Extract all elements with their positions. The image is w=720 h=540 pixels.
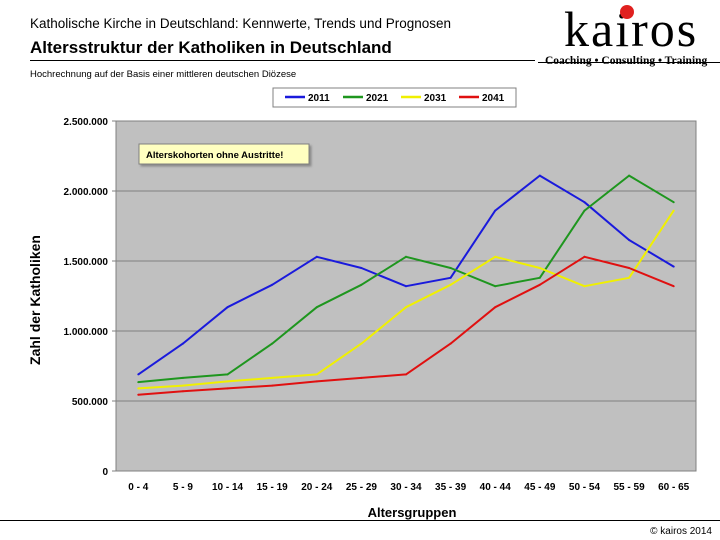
annotation-box	[138, 143, 310, 165]
logo-dot-icon	[620, 5, 634, 19]
data-point-2011	[583, 201, 586, 204]
data-point-2031	[672, 209, 675, 212]
data-point-2031	[226, 380, 229, 383]
chart-note: Hochrechnung auf der Basis einer mittler…	[30, 69, 297, 80]
page-subtitle: Katholische Kirche in Deutschland: Kennw…	[30, 16, 452, 31]
data-point-2021	[583, 209, 586, 212]
data-point-2031	[494, 255, 497, 258]
data-point-2031	[628, 276, 631, 279]
footer-divider	[0, 520, 720, 521]
data-point-2021	[271, 342, 274, 345]
y-tick-label: 1.500.000	[64, 257, 109, 268]
data-point-2011	[315, 255, 318, 258]
data-point-2041	[672, 285, 675, 288]
copyright: © kairos 2014	[650, 526, 712, 537]
data-point-2011	[628, 239, 631, 241]
data-point-2041	[181, 390, 184, 393]
data-point-2021	[538, 276, 541, 279]
y-tick-label: 2.000.000	[64, 187, 109, 198]
y-axis-label: Zahl der Katholiken	[27, 235, 43, 365]
data-point-2041	[315, 380, 318, 383]
x-tick-label: 15 - 19	[257, 482, 289, 493]
data-point-2041	[494, 306, 497, 309]
y-tick-label: 0	[102, 467, 108, 478]
data-point-2041	[271, 384, 274, 387]
title-divider	[30, 60, 535, 61]
x-tick-label: 0 - 4	[128, 482, 148, 493]
data-point-2021	[181, 376, 184, 379]
x-tick-label: 25 - 29	[346, 482, 378, 493]
data-point-2031	[137, 387, 140, 390]
data-point-2011	[538, 174, 541, 177]
data-point-2021	[360, 283, 363, 286]
x-tick-label: 10 - 14	[212, 482, 244, 493]
data-point-2021	[226, 373, 229, 376]
data-point-2041	[449, 342, 452, 345]
data-point-2011	[226, 306, 229, 309]
data-point-2011	[271, 283, 274, 286]
legend-label-2011: 2011	[308, 93, 330, 104]
data-point-2021	[494, 285, 497, 288]
data-point-2021	[449, 267, 452, 269]
legend-box	[272, 87, 517, 108]
x-tick-label: 45 - 49	[524, 482, 556, 493]
data-point-2031	[315, 373, 318, 376]
data-point-2011	[672, 265, 675, 268]
x-tick-label: 60 - 65	[658, 482, 690, 493]
data-point-2041	[405, 373, 407, 376]
data-point-2011	[494, 209, 497, 212]
x-tick-label: 30 - 34	[390, 482, 422, 493]
data-point-2031	[271, 376, 274, 379]
x-axis-label: Altersgruppen	[368, 505, 457, 520]
logo-divider	[538, 62, 720, 63]
data-point-2041	[583, 255, 586, 258]
plot-area	[115, 120, 697, 472]
data-point-2031	[538, 267, 541, 269]
data-point-2041	[226, 387, 229, 390]
page-title: Altersstruktur der Katholiken in Deutsch…	[30, 38, 392, 57]
data-point-2011	[405, 285, 407, 288]
annotation-text: Alterskohorten ohne Austritte!	[146, 150, 283, 161]
x-tick-label: 5 - 9	[173, 482, 193, 493]
data-point-2021	[672, 201, 675, 204]
data-point-2031	[360, 342, 363, 345]
logo-tagline: Coaching • Consulting • Training	[545, 55, 708, 67]
data-point-2011	[137, 373, 140, 376]
data-point-2041	[628, 267, 631, 269]
data-point-2041	[137, 393, 140, 396]
data-point-2011	[181, 342, 184, 345]
data-point-2021	[137, 381, 140, 384]
x-tick-label: 35 - 39	[435, 482, 467, 493]
x-tick-label: 20 - 24	[301, 482, 333, 493]
x-tick-label: 40 - 44	[480, 482, 512, 493]
x-tick-label: 55 - 59	[614, 482, 646, 493]
data-point-2031	[181, 384, 184, 387]
legend-label-2041: 2041	[482, 93, 505, 104]
x-tick-label: 50 - 54	[569, 482, 601, 493]
data-point-2011	[360, 267, 363, 269]
data-point-2041	[538, 283, 541, 286]
data-point-2031	[583, 285, 586, 288]
y-tick-label: 1.000.000	[64, 327, 109, 338]
data-point-2021	[315, 306, 318, 309]
y-tick-label: 2.500.000	[64, 117, 109, 128]
legend-label-2021: 2021	[366, 93, 389, 104]
data-point-2031	[405, 306, 407, 309]
y-tick-label: 500.000	[72, 397, 109, 408]
data-point-2021	[628, 174, 631, 177]
legend-label-2031: 2031	[424, 93, 447, 104]
data-point-2041	[360, 376, 363, 379]
data-point-2021	[405, 255, 407, 258]
data-point-2031	[449, 283, 452, 286]
data-point-2011	[449, 276, 452, 279]
